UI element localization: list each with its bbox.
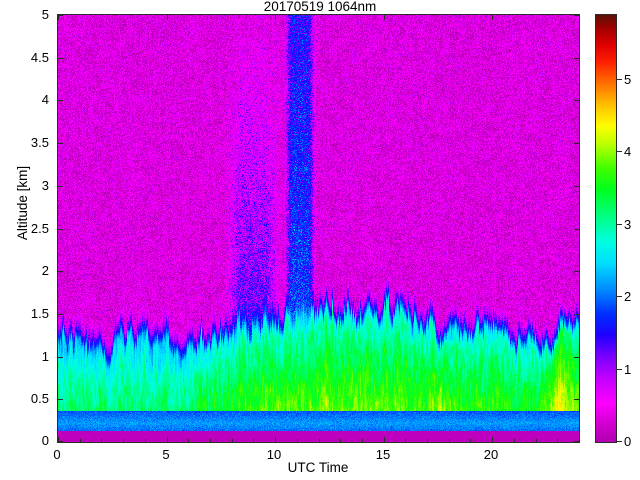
colorbar bbox=[595, 14, 617, 443]
colorbar-tick-label-0: 0 bbox=[624, 434, 632, 449]
colorbar-tick-label-4: 4 bbox=[624, 144, 632, 159]
x-tick-4 bbox=[492, 437, 493, 442]
x-tick-label-3: 15 bbox=[375, 447, 391, 462]
y-tick-5 bbox=[58, 229, 63, 230]
x-tick-2 bbox=[275, 437, 276, 442]
x-minor-tick-2 bbox=[123, 439, 124, 442]
x-minor-tick-17 bbox=[536, 439, 537, 442]
x-minor-tick-1 bbox=[101, 439, 102, 442]
y-tick-right-9 bbox=[574, 58, 579, 59]
colorbar-tick-3 bbox=[617, 224, 622, 225]
heatmap-axes bbox=[57, 14, 580, 443]
y-tick-right-3 bbox=[574, 314, 579, 315]
colorbar-tick-1 bbox=[617, 369, 622, 370]
y-tick-10 bbox=[58, 15, 63, 16]
x-minor-tick-8 bbox=[297, 439, 298, 442]
page-title: 20170519 1064nm bbox=[263, 0, 377, 14]
x-minor-tick-11 bbox=[362, 439, 363, 442]
x-tick-3 bbox=[384, 437, 385, 442]
x-tick-top-0 bbox=[58, 15, 59, 20]
y-tick-label-1: 0.5 bbox=[30, 391, 49, 406]
x-tick-1 bbox=[167, 437, 168, 442]
x-minor-tick-0 bbox=[80, 439, 81, 442]
y-tick-7 bbox=[58, 143, 63, 144]
colorbar-tick-label-1: 1 bbox=[624, 362, 632, 377]
x-minor-tick-16 bbox=[514, 439, 515, 442]
y-tick-right-8 bbox=[574, 100, 579, 101]
x-minor-tick-9 bbox=[319, 439, 320, 442]
x-minor-tick-3 bbox=[145, 439, 146, 442]
y-tick-label-3: 1.5 bbox=[30, 306, 49, 321]
x-minor-tick-6 bbox=[232, 439, 233, 442]
y-tick-label-9: 4.5 bbox=[30, 50, 49, 65]
y-tick-3 bbox=[58, 314, 63, 315]
x-tick-0 bbox=[58, 437, 59, 442]
x-minor-tick-10 bbox=[340, 439, 341, 442]
colorbar-tick-2 bbox=[617, 296, 622, 297]
x-minor-tick-14 bbox=[449, 439, 450, 442]
y-tick-4 bbox=[58, 271, 63, 272]
colorbar-tick-label-2: 2 bbox=[624, 289, 632, 304]
y-tick-label-2: 1 bbox=[41, 349, 49, 364]
x-tick-top-4 bbox=[492, 15, 493, 20]
colorbar-tick-label-3: 3 bbox=[624, 217, 632, 232]
y-axis-label: Altitude [km] bbox=[15, 165, 30, 241]
y-tick-0 bbox=[58, 441, 63, 442]
x-minor-tick-4 bbox=[188, 439, 189, 442]
y-tick-right-6 bbox=[574, 186, 579, 187]
y-tick-8 bbox=[58, 100, 63, 101]
y-tick-right-7 bbox=[574, 143, 579, 144]
x-tick-label-0: 0 bbox=[53, 447, 61, 462]
x-tick-label-4: 20 bbox=[483, 447, 499, 462]
colorbar-gradient bbox=[596, 15, 616, 442]
y-tick-right-1 bbox=[574, 399, 579, 400]
colorbar-tick-5 bbox=[617, 79, 622, 80]
y-tick-label-0: 0 bbox=[41, 433, 49, 448]
x-minor-tick-5 bbox=[210, 439, 211, 442]
y-tick-2 bbox=[58, 357, 63, 358]
x-tick-top-1 bbox=[167, 15, 168, 20]
y-tick-right-4 bbox=[574, 271, 579, 272]
y-tick-1 bbox=[58, 399, 63, 400]
x-minor-tick-13 bbox=[427, 439, 428, 442]
y-tick-right-2 bbox=[574, 357, 579, 358]
x-tick-label-1: 5 bbox=[162, 447, 170, 462]
y-tick-right-10 bbox=[574, 15, 579, 16]
colorbar-tick-0 bbox=[617, 441, 622, 442]
x-minor-tick-12 bbox=[405, 439, 406, 442]
x-tick-top-2 bbox=[275, 15, 276, 20]
x-minor-tick-7 bbox=[253, 439, 254, 442]
y-tick-6 bbox=[58, 186, 63, 187]
x-axis-label: UTC Time bbox=[287, 460, 349, 475]
x-minor-tick-15 bbox=[470, 439, 471, 442]
x-minor-tick-18 bbox=[557, 439, 558, 442]
lidar-backscatter-heatmap bbox=[58, 15, 579, 442]
colorbar-tick-label-5: 5 bbox=[624, 72, 632, 87]
y-tick-right-0 bbox=[574, 441, 579, 442]
x-tick-top-3 bbox=[384, 15, 385, 20]
y-tick-right-5 bbox=[574, 229, 579, 230]
colorbar-tick-4 bbox=[617, 151, 622, 152]
y-tick-label-8: 4 bbox=[41, 92, 49, 107]
y-tick-9 bbox=[58, 58, 63, 59]
